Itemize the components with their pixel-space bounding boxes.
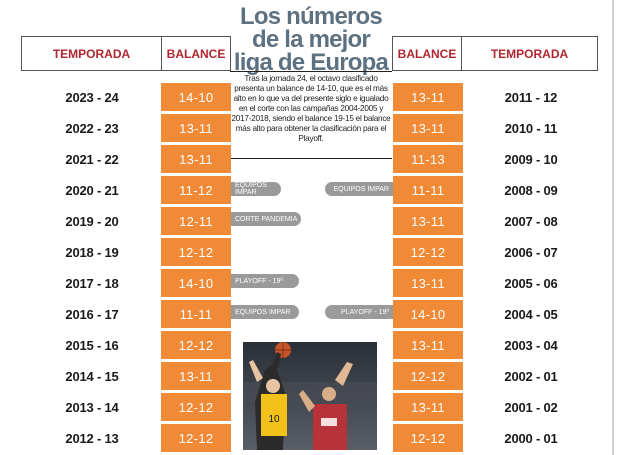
tag-equipos-impar-left: EQUIPOS IMPAR (231, 182, 281, 196)
season-label: 2000 - 01 (504, 430, 558, 446)
season-label: 2009 - 10 (504, 151, 558, 167)
balance-cell: 12-12 (393, 424, 463, 452)
season-label: 2023 - 24 (65, 89, 119, 105)
tag-equipos-impar-left-2: EQUIPOS IMPAR (231, 305, 299, 319)
balance-cell: 12-12 (393, 362, 463, 390)
season-label: 2017 - 18 (65, 275, 119, 291)
header-left-balance: BALANCE (161, 36, 231, 71)
season-label: 2002 - 01 (504, 368, 558, 384)
balance-cell: 11-13 (393, 145, 463, 173)
season-label: 2013 - 14 (65, 399, 119, 415)
balance-cell: 13-11 (161, 362, 231, 390)
balance-cell: 11-11 (393, 176, 463, 204)
season-label: 2008 - 09 (504, 182, 558, 198)
balance-cell: 12-12 (393, 238, 463, 266)
headline: Los números de la mejor liga de Europa (232, 3, 390, 76)
season-label: 2004 - 05 (504, 306, 558, 322)
balance-cell: 12-12 (161, 393, 231, 421)
season-label: 2005 - 06 (504, 275, 558, 291)
balance-cell: 14-10 (161, 83, 231, 111)
headline-line-3: liga de Europa (233, 49, 389, 76)
basketball-photo: 10 (243, 342, 377, 450)
season-label: 2019 - 20 (65, 213, 119, 229)
balance-cell: 13-11 (393, 83, 463, 111)
headline-line-1: Los números (240, 3, 383, 30)
balance-cell: 13-11 (393, 269, 463, 297)
season-label: 2007 - 08 (504, 213, 558, 229)
season-label: 2014 - 15 (65, 368, 119, 384)
season-label: 2021 - 22 (65, 151, 119, 167)
svg-text:10: 10 (268, 414, 280, 425)
tag-corte-pandemia: CORTE PANDEMIA (231, 212, 301, 226)
season-label: 2011 - 12 (504, 89, 558, 105)
season-label: 2003 - 04 (504, 337, 558, 353)
balance-cell: 14-10 (393, 300, 463, 328)
header-right-balance: BALANCE (392, 36, 462, 71)
balance-cell: 13-11 (393, 393, 463, 421)
tag-equipos-impar-right: EQUIPOS IMPAR (325, 182, 393, 196)
season-label: 2001 - 02 (504, 399, 558, 415)
divider-bottom (230, 158, 392, 159)
tag-playoff-left: PLAYOFF - 19º (231, 274, 299, 288)
header-right-season: TEMPORADA (461, 36, 598, 71)
balance-cell: 13-11 (393, 207, 463, 235)
balance-cell: 13-11 (161, 114, 231, 142)
balance-cell: 12-11 (161, 207, 231, 235)
balance-cell: 13-11 (161, 145, 231, 173)
balance-cell: 14-10 (161, 269, 231, 297)
balance-cell: 11-12 (161, 176, 231, 204)
balance-cell: 12-12 (161, 331, 231, 359)
intro-paragraph: Tras la jornada 24, el octavo clasificad… (231, 74, 391, 143)
season-label: 2018 - 19 (65, 244, 119, 260)
balance-cell: 12-12 (161, 238, 231, 266)
season-label: 2020 - 21 (65, 182, 119, 198)
season-label: 2012 - 13 (65, 430, 119, 446)
season-label: 2022 - 23 (65, 120, 119, 136)
balance-cell: 13-11 (393, 331, 463, 359)
season-label: 2010 - 11 (504, 120, 558, 136)
season-label: 2006 - 07 (504, 244, 558, 260)
balance-cell: 11-11 (161, 300, 231, 328)
season-label: 2016 - 17 (65, 306, 119, 322)
page-edge (612, 0, 614, 455)
season-label: 2015 - 16 (65, 337, 119, 353)
divider-top (230, 71, 392, 72)
headline-line-2: de la mejor (252, 26, 371, 53)
tag-playoff-right: PLAYOFF - 19º (325, 305, 393, 319)
balance-cell: 13-11 (393, 114, 463, 142)
header-left-season: TEMPORADA (21, 36, 162, 71)
balance-cell: 12-12 (161, 424, 231, 452)
